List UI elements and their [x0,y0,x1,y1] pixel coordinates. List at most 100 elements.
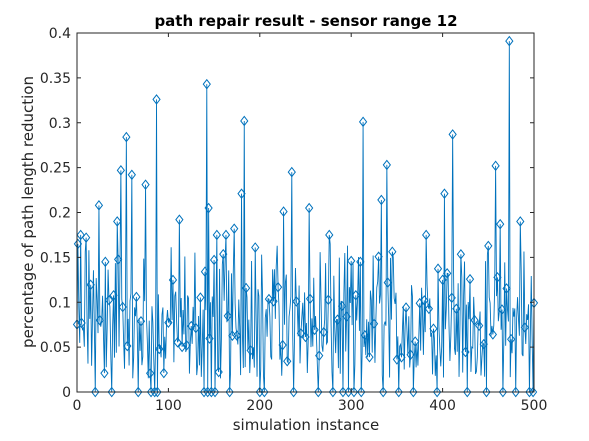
data-point [278,339,287,351]
data-point [230,223,239,234]
data-point [237,188,246,199]
data-point [409,386,418,398]
data-point [528,386,538,398]
data-point [289,386,298,398]
data-point [447,292,456,304]
data-point [122,131,131,143]
data-point [525,386,534,398]
data-point [358,116,368,128]
y-tick-label: 0.4 [49,26,71,42]
data-point [491,160,500,172]
data-point [507,333,516,345]
data-point [86,279,95,291]
data-point [118,301,127,313]
data-point [101,256,110,268]
data-point [221,229,231,241]
data-point [104,294,114,306]
data-point [324,294,333,306]
data-point [141,179,150,190]
data-point [95,314,104,326]
data-point [123,340,132,352]
y-axis-label: percentage of path length reduction [19,76,37,348]
data-point [337,300,347,312]
data-point [214,366,223,378]
y-tick-label: 0.05 [40,340,71,356]
data-point [287,166,296,178]
data-point [202,78,211,90]
data-point [475,320,484,331]
data-point [182,340,191,351]
data-point [452,303,461,315]
data-point [113,254,123,265]
data-point [204,202,213,214]
y-tick-label: 0.15 [40,250,71,266]
data-point [374,251,383,262]
data-point [225,386,234,398]
data-point [207,386,216,398]
y-tick-label: 0.25 [40,161,71,177]
data-point [369,318,379,330]
data-point [127,169,136,181]
data-point [342,311,351,322]
data-point [269,295,278,307]
data-point [107,386,116,398]
data-point [440,188,449,199]
data-point [488,329,498,340]
data-point [497,304,507,315]
data-point [406,349,415,361]
data-point [91,386,100,398]
data-point [199,386,209,398]
data-point [152,94,161,105]
data-point [305,202,314,214]
data-point [264,293,274,305]
data-point [136,315,146,327]
y-tick-label: 0.1 [49,295,71,311]
y-tick-label: 0.3 [49,116,71,132]
data-point [260,386,269,398]
data-point [203,386,212,398]
data-point [100,367,109,379]
data-point [433,263,443,275]
data-point [351,289,360,301]
data-point [292,296,301,307]
data-point [397,352,406,363]
y-tick-label: 0 [62,385,71,401]
y-tick-label: 0.35 [40,71,71,87]
data-point [484,240,493,252]
y-tick-label: 0.2 [49,206,71,222]
data-point [443,268,452,279]
data-point [251,242,260,253]
x-axis-label: simulation instance [233,416,380,434]
data-point [173,336,182,348]
x-tick-label: 100 [155,398,182,414]
data-point [175,214,184,225]
data-point [360,329,370,341]
data-point [155,343,164,355]
x-tick-label: 0 [73,398,82,414]
data-point [432,386,442,398]
series-group [72,35,539,398]
data-point [200,266,210,278]
data-point [82,232,91,243]
data-point [422,229,431,241]
data-point [191,322,200,334]
data-point [205,333,214,344]
data-point [448,129,457,140]
data-point [164,317,173,328]
data-point [520,322,529,333]
data-point [461,346,470,358]
data-point [401,302,411,313]
data-point [150,386,159,398]
data-point [146,386,156,398]
data-point [240,115,249,127]
data-point [168,274,178,286]
data-point [377,194,386,206]
x-tick-label: 400 [429,398,456,414]
data-point [498,386,508,398]
data-point [132,291,141,303]
x-tick-label: 200 [246,398,273,414]
data-point [315,350,324,361]
data-point [325,229,334,241]
data-point [134,386,143,398]
